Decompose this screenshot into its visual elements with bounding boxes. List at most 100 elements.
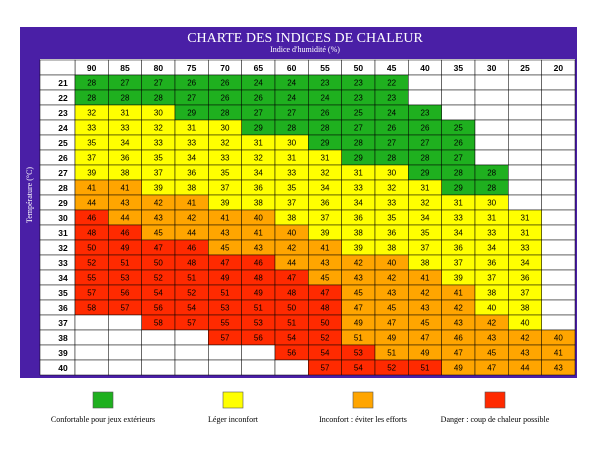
cell bbox=[408, 74, 442, 91]
cell bbox=[74, 344, 109, 361]
cell-value: 56 bbox=[121, 289, 130, 298]
cell-value: 40 bbox=[387, 259, 396, 268]
cell-value: 58 bbox=[87, 304, 96, 313]
cell-value: 46 bbox=[87, 214, 96, 223]
cell bbox=[508, 179, 542, 196]
cell-value: 37 bbox=[221, 184, 230, 193]
cell-value: 28 bbox=[287, 124, 296, 133]
cell-value: 40 bbox=[287, 229, 296, 238]
cell-value: 26 bbox=[221, 79, 230, 88]
cell bbox=[541, 194, 576, 211]
cell-value: 28 bbox=[421, 154, 430, 163]
cell bbox=[541, 224, 576, 241]
cell-value: 30 bbox=[487, 199, 496, 208]
cell-value: 47 bbox=[154, 244, 163, 253]
cell-value: 32 bbox=[221, 139, 230, 148]
row-header: 35 bbox=[58, 288, 68, 298]
cell-value: 41 bbox=[121, 184, 130, 193]
cell-value: 39 bbox=[154, 184, 163, 193]
cell-value: 31 bbox=[121, 109, 130, 118]
cell-value: 28 bbox=[87, 79, 96, 88]
cell-value: 41 bbox=[87, 184, 96, 193]
cell-value: 29 bbox=[354, 154, 363, 163]
cell-value: 36 bbox=[254, 184, 263, 193]
cell-value: 49 bbox=[387, 334, 396, 343]
cell bbox=[474, 74, 509, 91]
column-header: 55 bbox=[320, 63, 330, 73]
cell-value: 43 bbox=[521, 349, 530, 358]
cell-value: 31 bbox=[421, 184, 430, 193]
cell-value: 31 bbox=[454, 199, 463, 208]
cell-value: 38 bbox=[254, 199, 263, 208]
cell-value: 47 bbox=[287, 274, 296, 283]
row-header: 36 bbox=[58, 303, 68, 313]
cell-value: 50 bbox=[87, 244, 96, 253]
cell-value: 34 bbox=[321, 184, 330, 193]
cell-value: 25 bbox=[454, 124, 463, 133]
cell-value: 41 bbox=[254, 229, 263, 238]
cell bbox=[474, 134, 509, 151]
cell bbox=[508, 74, 542, 91]
cell bbox=[241, 359, 276, 376]
column-header: 75 bbox=[187, 63, 197, 73]
cell-value: 24 bbox=[287, 79, 296, 88]
cell-value: 40 bbox=[521, 319, 530, 328]
cell-value: 28 bbox=[387, 154, 396, 163]
cell bbox=[141, 344, 176, 361]
row-header: 21 bbox=[58, 78, 68, 88]
cell-value: 37 bbox=[87, 154, 96, 163]
cell bbox=[508, 164, 542, 181]
cell-value: 50 bbox=[321, 319, 330, 328]
cell-value: 35 bbox=[387, 214, 396, 223]
cell-value: 47 bbox=[321, 289, 330, 298]
cell bbox=[541, 314, 576, 331]
title: CHARTE DES INDICES DE CHALEUR bbox=[187, 31, 423, 46]
row-header: 33 bbox=[58, 258, 68, 268]
cell-value: 52 bbox=[387, 364, 396, 373]
cell bbox=[474, 104, 509, 121]
cell-value: 31 bbox=[321, 154, 330, 163]
row-header: 26 bbox=[58, 153, 68, 163]
cell-value: 33 bbox=[387, 199, 396, 208]
cell bbox=[508, 104, 542, 121]
cell-value: 53 bbox=[121, 274, 130, 283]
cell-value: 56 bbox=[287, 349, 296, 358]
cell-value: 36 bbox=[387, 229, 396, 238]
cell-value: 27 bbox=[154, 79, 163, 88]
cell-value: 46 bbox=[187, 244, 196, 253]
cell-value: 27 bbox=[254, 109, 263, 118]
cell bbox=[108, 344, 142, 361]
cell-value: 24 bbox=[254, 79, 263, 88]
cell-value: 37 bbox=[154, 169, 163, 178]
cell bbox=[508, 134, 542, 151]
cell-value: 43 bbox=[387, 289, 396, 298]
cell-value: 32 bbox=[154, 124, 163, 133]
cell-value: 38 bbox=[287, 214, 296, 223]
cell-value: 48 bbox=[287, 289, 296, 298]
cell-value: 44 bbox=[187, 229, 196, 238]
cell-value: 43 bbox=[354, 274, 363, 283]
legend-label: Léger inconfort bbox=[208, 415, 259, 424]
cell-value: 34 bbox=[121, 139, 130, 148]
cell-value: 26 bbox=[221, 94, 230, 103]
cell-value: 38 bbox=[487, 289, 496, 298]
cell-value: 37 bbox=[421, 244, 430, 253]
column-header: 50 bbox=[354, 63, 364, 73]
cell-value: 45 bbox=[354, 289, 363, 298]
cell-value: 48 bbox=[87, 229, 96, 238]
cell-value: 34 bbox=[487, 244, 496, 253]
column-header: 30 bbox=[487, 63, 497, 73]
row-header: 28 bbox=[58, 183, 68, 193]
row-header: 27 bbox=[58, 168, 68, 178]
cell-value: 43 bbox=[487, 334, 496, 343]
cell-value: 41 bbox=[421, 274, 430, 283]
cell-value: 23 bbox=[321, 79, 330, 88]
cell-value: 33 bbox=[87, 124, 96, 133]
column-header: 40 bbox=[420, 63, 430, 73]
cell-value: 51 bbox=[221, 289, 230, 298]
cell-value: 33 bbox=[221, 154, 230, 163]
row-header: 30 bbox=[58, 213, 68, 223]
cell-value: 52 bbox=[321, 334, 330, 343]
cell bbox=[441, 89, 476, 106]
cell-value: 28 bbox=[487, 169, 496, 178]
